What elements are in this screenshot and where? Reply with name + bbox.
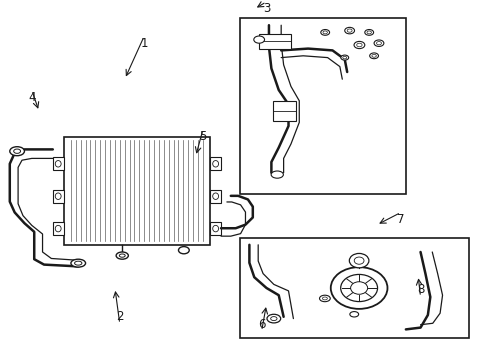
Text: 3: 3 (262, 3, 270, 15)
Ellipse shape (74, 261, 82, 265)
Bar (259, 34, 290, 49)
Ellipse shape (55, 193, 61, 199)
Bar (210, 190, 221, 203)
Bar (239, 238, 468, 338)
Ellipse shape (344, 27, 354, 34)
Ellipse shape (178, 247, 189, 254)
Ellipse shape (373, 40, 383, 46)
Ellipse shape (270, 171, 283, 178)
Ellipse shape (55, 225, 61, 232)
Text: 1: 1 (140, 37, 148, 50)
Ellipse shape (212, 225, 218, 232)
Bar (239, 18, 405, 194)
Circle shape (330, 267, 386, 309)
Ellipse shape (353, 41, 364, 49)
Ellipse shape (356, 43, 361, 47)
Circle shape (353, 257, 363, 264)
Bar (63, 137, 210, 245)
Text: 8: 8 (416, 283, 424, 296)
Ellipse shape (10, 147, 24, 156)
Ellipse shape (212, 193, 218, 199)
Ellipse shape (366, 31, 370, 34)
Ellipse shape (212, 161, 218, 167)
Text: 4: 4 (28, 91, 36, 104)
Ellipse shape (322, 297, 326, 300)
Text: 5: 5 (199, 130, 206, 143)
Circle shape (340, 274, 377, 302)
Text: 2: 2 (116, 310, 123, 323)
Bar (53, 222, 63, 235)
Ellipse shape (346, 29, 351, 32)
Ellipse shape (349, 311, 358, 317)
Circle shape (348, 253, 368, 268)
Bar (53, 190, 63, 203)
Ellipse shape (376, 42, 381, 45)
Bar (272, 101, 296, 121)
Text: 6: 6 (257, 318, 265, 330)
Ellipse shape (340, 55, 348, 60)
Ellipse shape (116, 252, 128, 259)
Ellipse shape (371, 54, 376, 57)
Ellipse shape (266, 314, 280, 323)
Bar (210, 157, 221, 170)
Ellipse shape (14, 149, 20, 153)
Ellipse shape (323, 31, 327, 34)
Circle shape (350, 282, 367, 294)
Ellipse shape (320, 30, 329, 35)
Ellipse shape (342, 57, 346, 59)
Ellipse shape (253, 36, 264, 43)
Ellipse shape (364, 30, 373, 35)
Ellipse shape (119, 254, 125, 257)
Bar (210, 222, 221, 235)
Ellipse shape (55, 161, 61, 167)
Bar (53, 157, 63, 170)
Text: 7: 7 (396, 213, 404, 226)
Ellipse shape (71, 259, 85, 267)
Ellipse shape (319, 295, 329, 302)
Ellipse shape (369, 53, 378, 59)
Ellipse shape (270, 317, 276, 320)
